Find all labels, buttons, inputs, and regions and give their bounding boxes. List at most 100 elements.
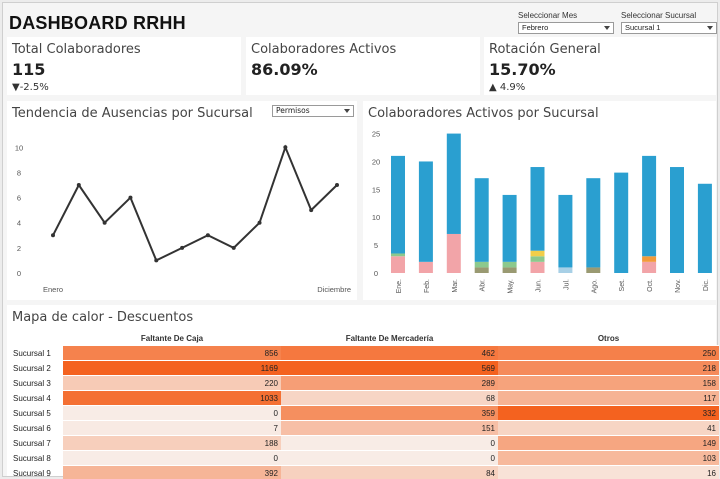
heatmap-cell[interactable]: 392 bbox=[63, 466, 281, 479]
heatmap-cell[interactable]: 0 bbox=[281, 451, 498, 465]
heatmap-cell[interactable]: 1169 bbox=[63, 361, 281, 375]
heatmap-cell[interactable]: 103 bbox=[498, 451, 719, 465]
kpi-title: Rotación General bbox=[489, 42, 601, 57]
month-select[interactable]: Febrero bbox=[518, 22, 614, 34]
heatmap-cell[interactable]: 41 bbox=[498, 421, 719, 435]
kpi-total-card: Total Colaboradores 115 ▼-2.5% bbox=[7, 37, 241, 95]
bar-segment[interactable] bbox=[530, 256, 545, 262]
table-row: Sucursal 5 0 359 332 bbox=[11, 405, 719, 420]
bar-segment[interactable] bbox=[642, 155, 657, 257]
branch-select[interactable]: Sucursal 1 bbox=[621, 22, 717, 34]
bar-segment[interactable] bbox=[614, 172, 629, 273]
bar-segment[interactable] bbox=[418, 161, 433, 262]
bar-segment[interactable] bbox=[530, 261, 545, 273]
heatmap-cell[interactable]: 569 bbox=[281, 361, 498, 375]
data-point[interactable] bbox=[76, 183, 81, 187]
bar-segment[interactable] bbox=[642, 261, 657, 273]
x-tick-label: Oct. bbox=[647, 279, 654, 292]
heatmap-cell[interactable]: 0 bbox=[281, 436, 498, 450]
arrow-up-icon: ▲ bbox=[489, 82, 497, 93]
x-tick-label: Feb. bbox=[424, 279, 431, 293]
heatmap-cell[interactable]: 7 bbox=[63, 421, 281, 435]
kpi-value: 15.70% bbox=[489, 60, 556, 79]
table-row: Sucursal 6 7 151 41 bbox=[11, 420, 719, 435]
heatmap-cell[interactable]: 359 bbox=[281, 406, 498, 420]
heatmap-cell[interactable]: 220 bbox=[63, 376, 281, 390]
y-tick-label: 6 bbox=[17, 194, 21, 203]
heatmap-cell[interactable]: 218 bbox=[498, 361, 719, 375]
y-tick-label: 2 bbox=[17, 244, 21, 253]
bar-segment[interactable] bbox=[530, 167, 545, 251]
y-tick-label: 10 bbox=[15, 143, 23, 152]
x-start-label: Enero bbox=[43, 285, 63, 294]
y-tick-label: 0 bbox=[17, 269, 21, 278]
data-point[interactable] bbox=[102, 220, 107, 225]
heatmap-cell[interactable]: 856 bbox=[63, 346, 281, 360]
heatmap-cell[interactable]: 289 bbox=[281, 376, 498, 390]
bar-segment[interactable] bbox=[446, 233, 461, 273]
heatmap-cell[interactable]: 0 bbox=[63, 406, 281, 420]
row-label: Sucursal 7 bbox=[13, 438, 51, 448]
line-chart: Enero Diciembre 0 2 4 6 8 10 bbox=[15, 143, 351, 294]
data-point[interactable] bbox=[257, 220, 262, 225]
bar-segment[interactable] bbox=[391, 256, 405, 273]
heatmap-cell[interactable]: 250 bbox=[498, 346, 719, 360]
bar-segment[interactable] bbox=[530, 250, 545, 257]
y-tick-label: 8 bbox=[17, 168, 21, 177]
heatmap-cell[interactable]: 117 bbox=[498, 391, 719, 405]
data-point[interactable] bbox=[231, 245, 236, 250]
kpi-value: 115 bbox=[12, 60, 46, 79]
data-point[interactable] bbox=[335, 183, 339, 187]
month-select-value: Febrero bbox=[522, 23, 549, 32]
kpi-active-card: Colaboradores Activos 86.09% bbox=[246, 37, 480, 95]
heatmap-cell[interactable]: 462 bbox=[281, 346, 498, 360]
table-row: Sucursal 7 188 0 149 bbox=[11, 435, 719, 450]
bar-segment[interactable] bbox=[474, 267, 489, 273]
x-tick-label: Abr. bbox=[480, 279, 487, 292]
bar-segment[interactable] bbox=[391, 155, 405, 254]
heatmap-cell[interactable]: 0 bbox=[63, 451, 281, 465]
bar-segment[interactable] bbox=[474, 261, 489, 268]
table-row: Sucursal 4 1033 68 117 bbox=[11, 390, 719, 405]
data-point[interactable] bbox=[180, 245, 185, 250]
chart-title: Colaboradores Activos por Sucursal bbox=[368, 106, 599, 121]
bar-segment[interactable] bbox=[586, 178, 601, 268]
bar-segment[interactable] bbox=[502, 261, 517, 268]
data-point[interactable] bbox=[128, 195, 133, 200]
heatmap-cell[interactable]: 188 bbox=[63, 436, 281, 450]
chart-title: Mapa de calor - Descuentos bbox=[12, 310, 194, 325]
month-filter: Seleccionar Mes Febrero bbox=[518, 11, 614, 34]
bar-segment[interactable] bbox=[642, 256, 657, 262]
heatmap-cell[interactable]: 158 bbox=[498, 376, 719, 390]
data-point[interactable] bbox=[283, 145, 288, 150]
bar-segment[interactable] bbox=[670, 167, 684, 273]
table-row: Sucursal 8 0 0 103 bbox=[11, 450, 719, 465]
heatmap-cell[interactable]: 16 bbox=[498, 466, 719, 479]
data-point[interactable] bbox=[154, 258, 159, 263]
heatmap-cell[interactable]: 84 bbox=[281, 466, 498, 479]
heatmap-cell[interactable]: 1033 bbox=[63, 391, 281, 405]
bar-segment[interactable] bbox=[502, 194, 517, 262]
branch-select-value: Sucursal 1 bbox=[625, 23, 661, 32]
heatmap-cell[interactable]: 68 bbox=[281, 391, 498, 405]
bar-segment[interactable] bbox=[391, 253, 405, 257]
heatmap-cell[interactable]: 149 bbox=[498, 436, 719, 450]
bar-segment[interactable] bbox=[558, 267, 573, 273]
bar-segment[interactable] bbox=[446, 133, 461, 234]
column-header: Faltante De Caja bbox=[140, 334, 204, 343]
y-tick-label: 10 bbox=[372, 213, 380, 222]
heatmap-cell[interactable]: 332 bbox=[498, 406, 719, 420]
heatmap-cell[interactable]: 151 bbox=[281, 421, 498, 435]
absence-type-select[interactable]: Permisos bbox=[272, 105, 354, 117]
data-point[interactable] bbox=[205, 233, 210, 238]
bar-segment[interactable] bbox=[502, 267, 517, 273]
x-end-label: Diciembre bbox=[317, 285, 351, 294]
data-point[interactable] bbox=[309, 208, 314, 213]
data-point[interactable] bbox=[51, 233, 55, 238]
bar-segment[interactable] bbox=[418, 261, 433, 273]
bar-segment[interactable] bbox=[474, 178, 489, 262]
bar-segment[interactable] bbox=[697, 183, 712, 273]
bar-segment[interactable] bbox=[586, 267, 601, 273]
bar-segment[interactable] bbox=[558, 194, 573, 268]
